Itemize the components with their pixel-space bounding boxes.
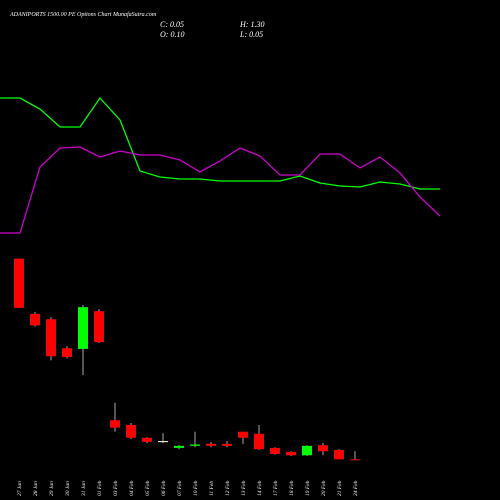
candle-body <box>62 348 72 357</box>
x-tick-label: 27 Jan <box>17 481 23 496</box>
x-tick-label: 30 Jan <box>65 481 71 497</box>
candle-body <box>238 431 248 438</box>
x-tick-label: 17 Feb <box>273 480 279 496</box>
x-tick-label: 19 Feb <box>305 480 311 496</box>
stat: H: 1.30 <box>239 20 264 29</box>
stat: O: 0.10 <box>160 30 184 39</box>
x-tick-label: 01 Feb <box>97 480 103 496</box>
x-tick-label: 18 Feb <box>289 480 295 496</box>
stat: L: 0.05 <box>239 30 263 39</box>
x-tick-label: 06 Feb <box>161 480 167 496</box>
x-tick-label: 13 Feb <box>241 480 247 496</box>
candle-body <box>174 445 184 448</box>
x-tick-label: 11 Feb <box>209 481 215 496</box>
x-tick-label: 29 Jan <box>49 481 55 496</box>
candle-body <box>222 443 232 446</box>
indicator-line <box>0 146 441 234</box>
stat: C: 0.05 <box>160 20 184 29</box>
x-tick-label: 04 Feb <box>128 480 135 496</box>
candle-body <box>254 433 264 450</box>
candle-body <box>190 444 200 446</box>
candle-body <box>286 451 296 456</box>
x-tick-label: 07 Feb <box>177 480 183 496</box>
candle-body <box>334 449 344 460</box>
x-tick-label: 20 Feb <box>321 480 327 496</box>
candle-body <box>14 258 24 308</box>
candle-body <box>206 443 216 446</box>
candle-body <box>46 319 56 357</box>
candle-body <box>78 307 88 349</box>
chart-title: ADANIPORTS 1500.00 PE Options Chart Muna… <box>9 11 157 18</box>
candle-body <box>30 313 40 326</box>
x-tick-label: 28 Jan <box>33 481 39 496</box>
x-tick-label: 14 Feb <box>256 480 263 496</box>
x-tick-label: 12 Feb <box>225 480 231 496</box>
x-tick-label: 21 Feb <box>337 480 343 496</box>
x-tick-label: 24 Feb <box>352 480 359 496</box>
x-tick-label: 31 Jan <box>81 481 87 497</box>
x-tick-label: 10 Feb <box>193 480 199 496</box>
candle-body <box>318 445 328 452</box>
x-tick-label: 05 Feb <box>145 480 151 496</box>
candle-body <box>350 459 360 461</box>
x-tick-label: 03 Feb <box>113 480 119 496</box>
candle-body <box>270 447 280 454</box>
candle-body <box>142 437 152 442</box>
indicator-line <box>0 96 440 190</box>
candle-body <box>126 424 136 438</box>
candle-body <box>110 420 120 428</box>
candle-body <box>94 311 104 343</box>
candle-body <box>158 441 168 443</box>
candle-body <box>302 445 312 456</box>
